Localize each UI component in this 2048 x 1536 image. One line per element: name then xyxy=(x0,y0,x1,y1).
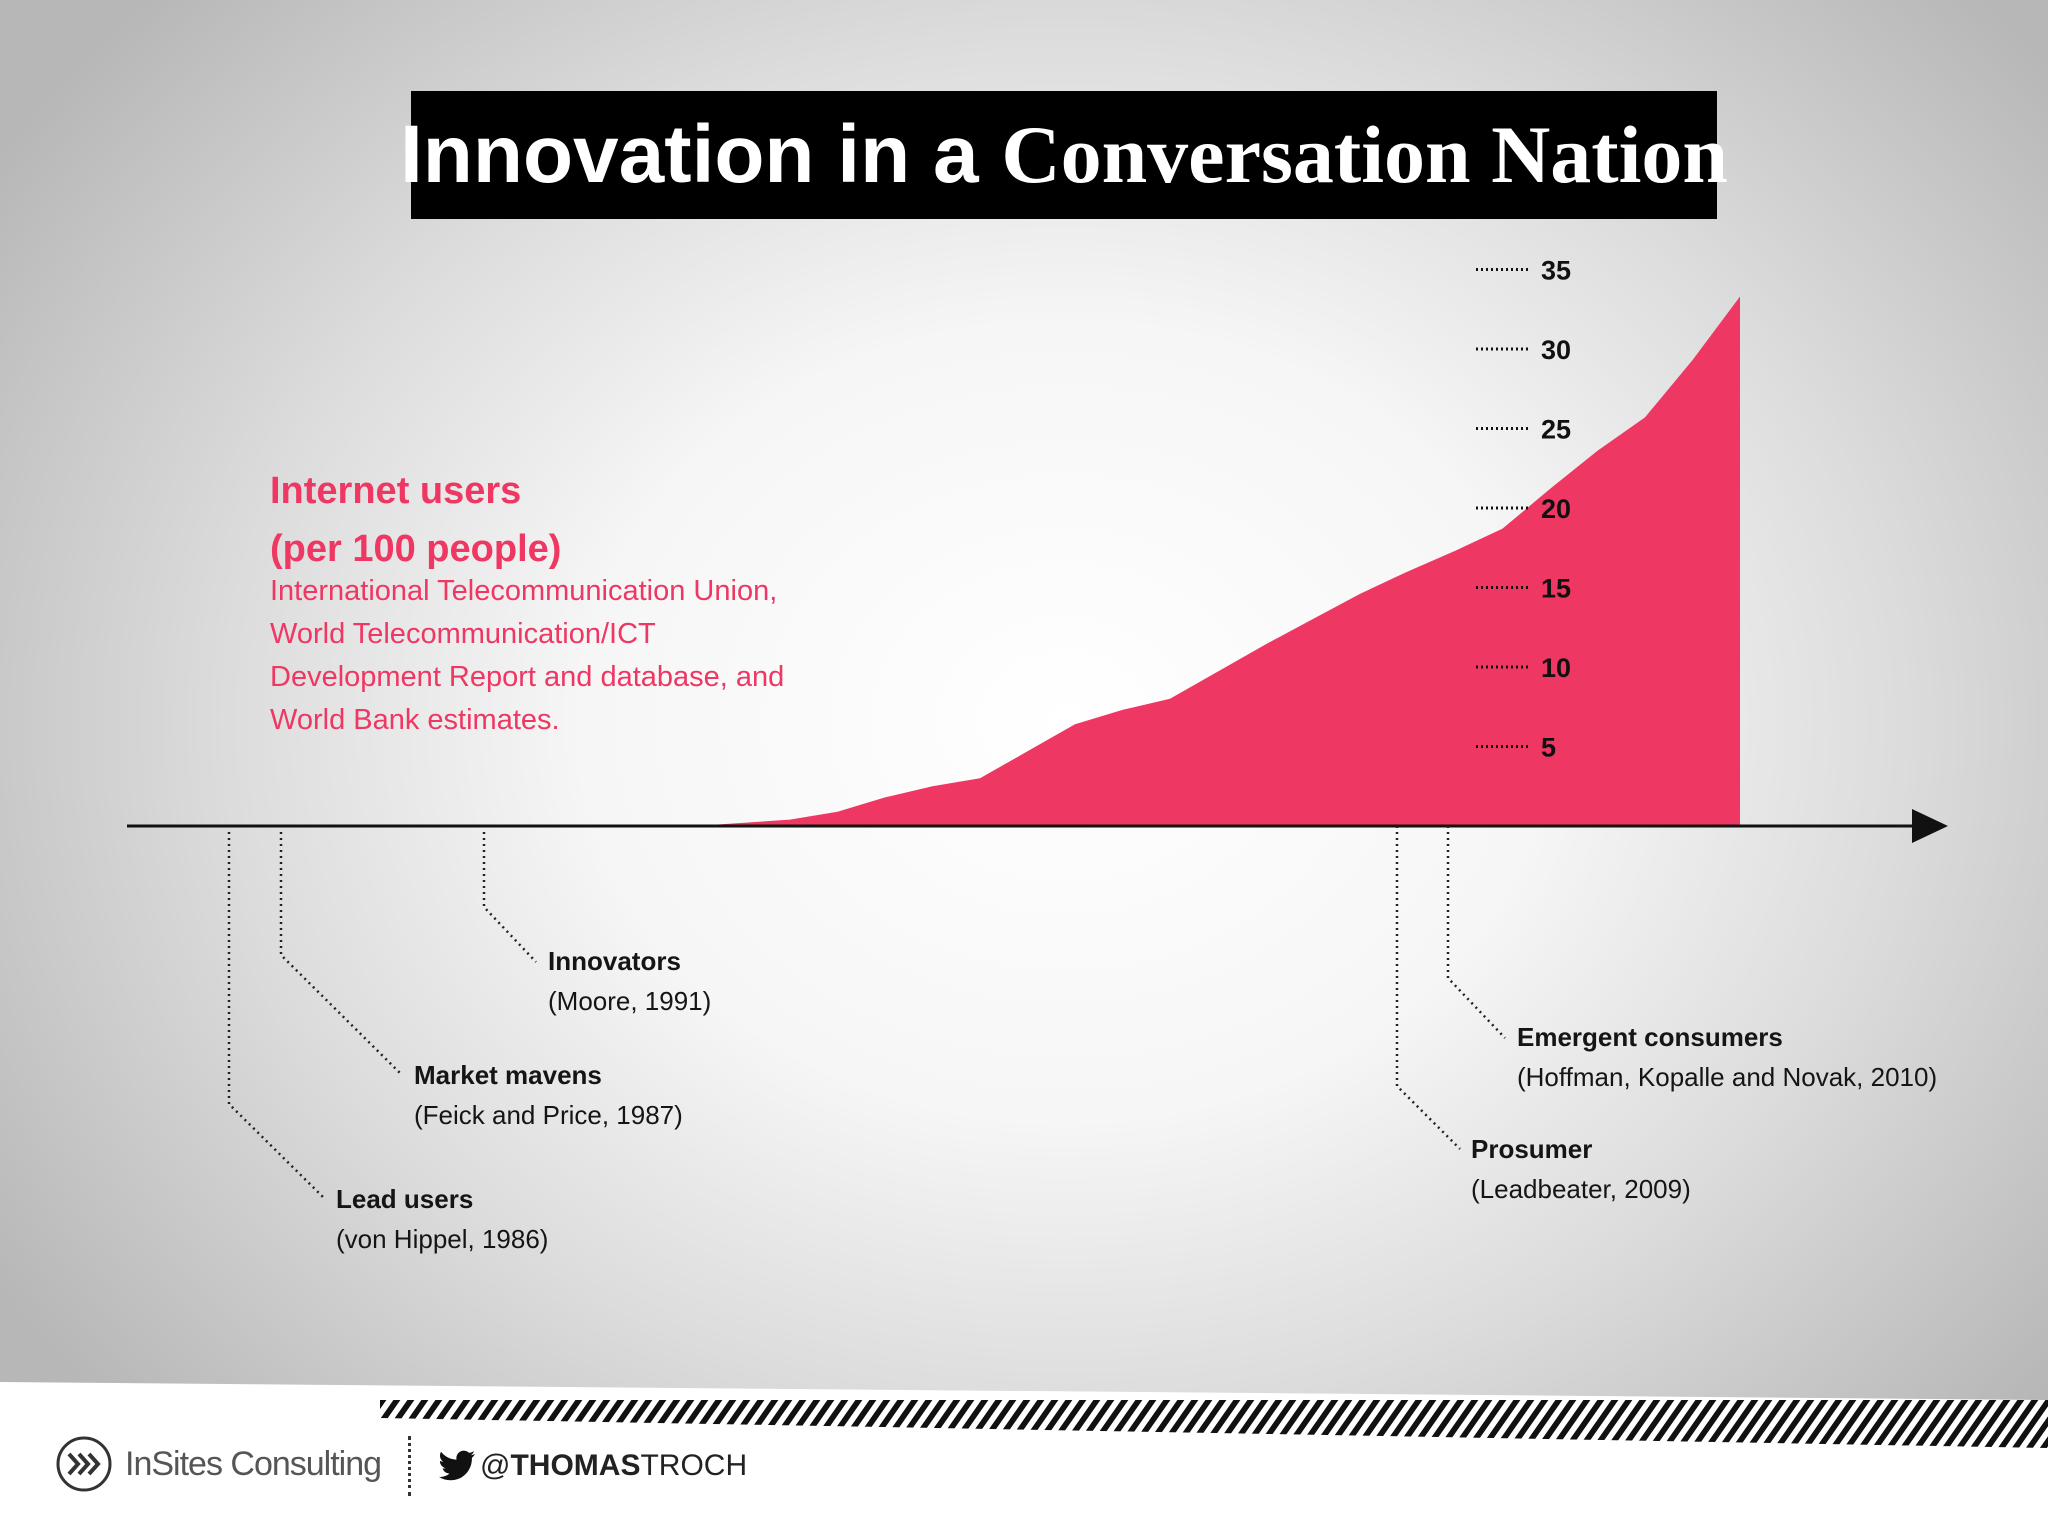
milestone-market-mavens: Market mavens (Feick and Price, 1987) xyxy=(414,1055,683,1135)
milestone-ref: (Hoffman, Kopalle and Novak, 2010) xyxy=(1517,1062,1938,1092)
milestone-prosumer: Prosumer (Leadbeater, 2009) xyxy=(1471,1129,1691,1209)
handle-prefix: @ xyxy=(480,1449,511,1482)
legend-source: International Telecommunication Union, W… xyxy=(270,575,785,736)
footer xyxy=(0,1382,2048,1536)
handle-bold: THOMAS xyxy=(510,1449,641,1482)
handle-text: @THOMASTROCH xyxy=(480,1449,747,1483)
milestone-name: Lead users xyxy=(336,1184,474,1214)
title-box: Innovation in a Conversation Nation xyxy=(400,91,1728,219)
title-part-1: Innovation in a xyxy=(400,109,1002,200)
milestone-ref: (Leadbeater, 2009) xyxy=(1471,1174,1691,1204)
milestone-name: Prosumer xyxy=(1471,1134,1593,1164)
legend-title-line-2: (per 100 people) xyxy=(270,528,562,570)
title-part-2: Conversation Nation xyxy=(1001,109,1728,200)
y-tick-label: 25 xyxy=(1541,415,1571,445)
milestone-leader-line-1 xyxy=(279,832,403,1076)
milestone-name: Market mavens xyxy=(414,1060,602,1090)
footer-brand: InSites Consulting xyxy=(55,1434,382,1494)
milestone-leader-line-0 xyxy=(227,832,325,1199)
milestone-emergent-consumers: Emergent consumers (Hoffman, Kopalle and… xyxy=(1517,1017,1937,1097)
slide-title: Innovation in a Conversation Nation xyxy=(400,114,1728,196)
handle-rest: TROCH xyxy=(640,1449,748,1482)
milestone-name: Emergent consumers xyxy=(1517,1022,1783,1052)
milestone-leader-line-4 xyxy=(1446,826,1506,1039)
internet-users-area xyxy=(695,296,1740,826)
y-tick-label: 5 xyxy=(1541,733,1556,763)
milestone-ref: (Feick and Price, 1987) xyxy=(414,1100,683,1130)
y-tick-label: 20 xyxy=(1541,494,1571,524)
milestone-leader-line-2 xyxy=(482,832,537,963)
twitter-handle[interactable]: @THOMASTROCH xyxy=(438,1440,747,1492)
insites-logo-icon xyxy=(56,1436,112,1492)
legend-title-line-1: Internet users xyxy=(270,470,522,512)
milestone-innovators: Innovators (Moore, 1991) xyxy=(548,941,711,1021)
time-axis-arrowhead xyxy=(1912,809,1948,843)
twitter-bird-icon xyxy=(439,1450,475,1481)
legend-title: Internet users (per 100 people) xyxy=(270,462,561,578)
y-tick-label: 10 xyxy=(1541,653,1571,683)
y-tick-label: 35 xyxy=(1541,256,1571,286)
milestone-ref: (Moore, 1991) xyxy=(548,986,712,1016)
footer-hatch xyxy=(380,1400,2048,1448)
milestone-leader-line-3 xyxy=(1395,826,1461,1150)
footer-separator xyxy=(408,1436,411,1496)
milestone-lead-users: Lead users (von Hippel, 1986) xyxy=(336,1179,548,1259)
milestone-ref: (von Hippel, 1986) xyxy=(336,1224,549,1254)
y-tick-label: 30 xyxy=(1541,335,1571,365)
brand-name: InSites Consulting xyxy=(125,1444,382,1483)
y-tick-label: 15 xyxy=(1541,574,1571,604)
milestone-name: Innovators xyxy=(548,946,681,976)
